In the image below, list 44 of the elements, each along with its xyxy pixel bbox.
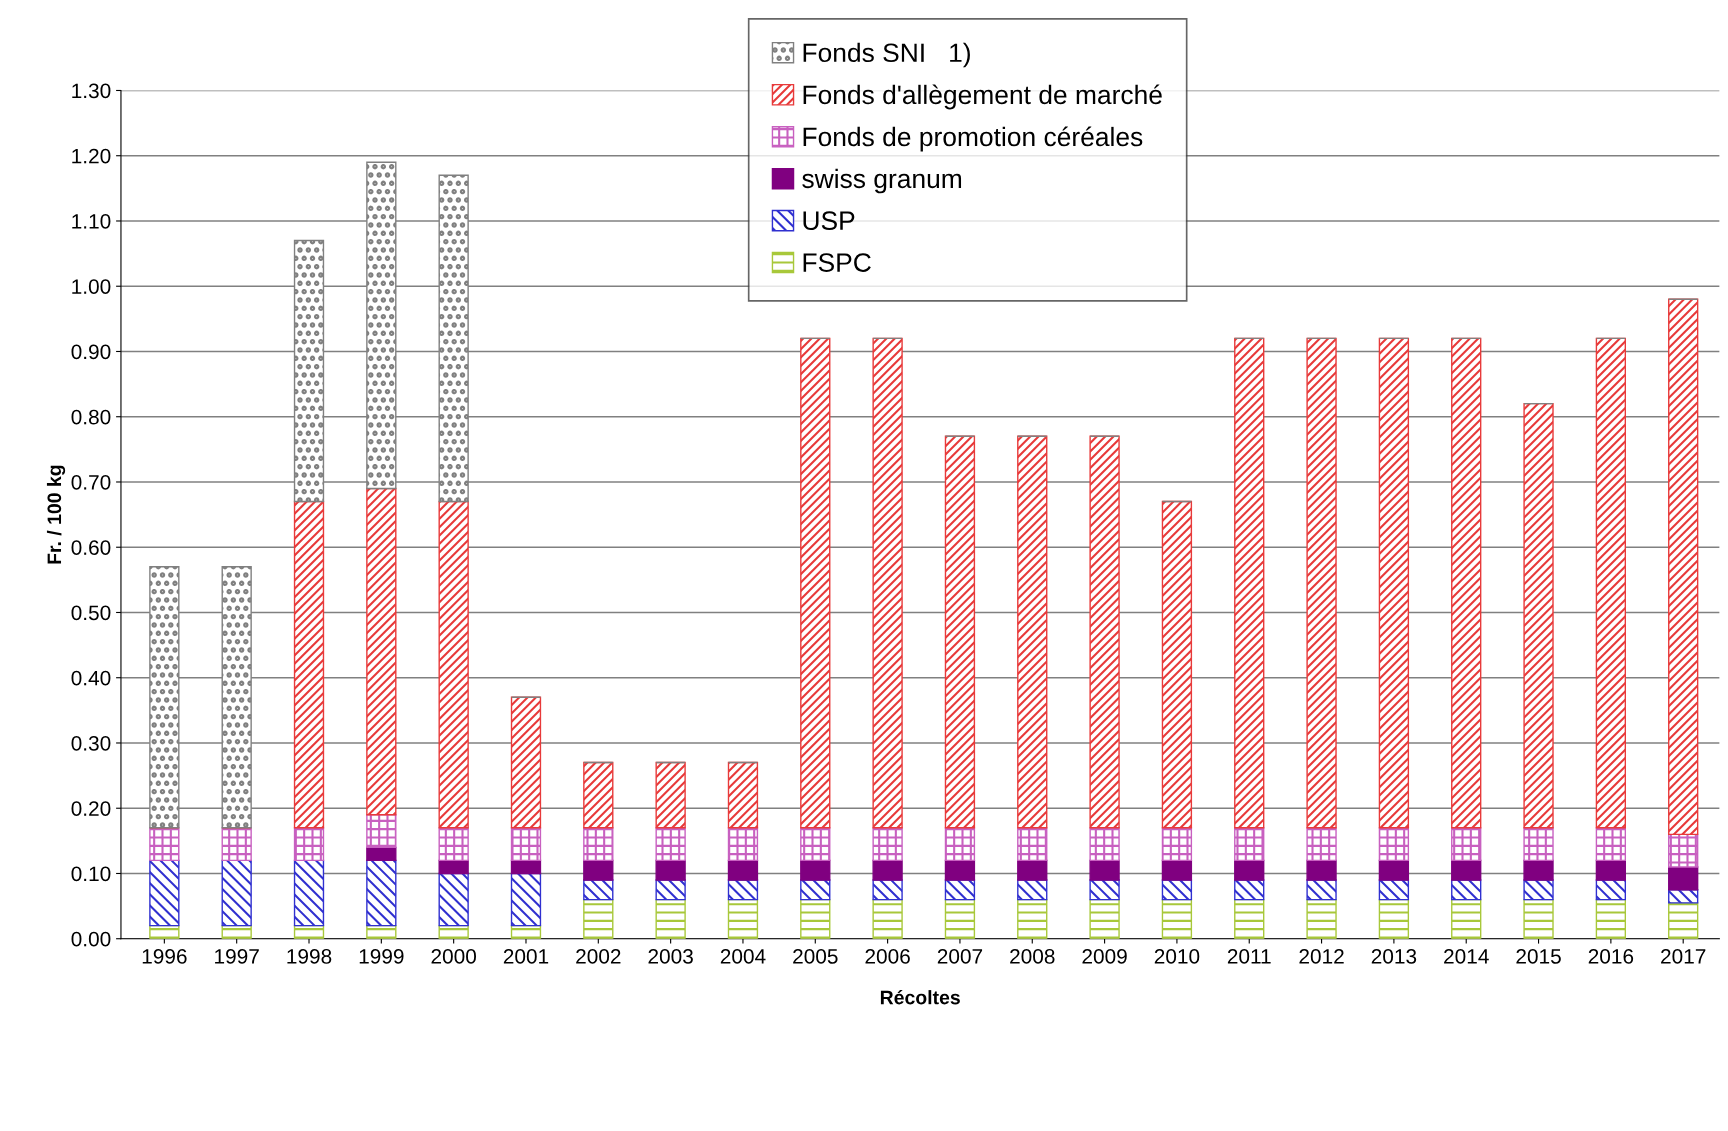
x-tick-label: 1998 [287,949,332,964]
y-tick-label: 0.60 [71,540,111,555]
x-tick-label: 2012 [1299,949,1344,964]
y-tick-label: 0.40 [71,670,111,686]
legend-label: Fonds de promotion céréales [803,126,1143,152]
x-tick-label: 2008 [1010,949,1055,964]
legend-label: Fonds d'allègement de marché [803,84,1162,110]
x-tick-label: 2005 [793,949,838,964]
x-tick-label: 1997 [215,949,259,964]
x-tick-label: 2001 [503,949,549,964]
x-axis-title: Récoltes [880,989,960,1005]
x-tick-label: 2007 [937,949,983,964]
y-tick-label: 1.10 [72,213,111,229]
x-tick-label: 2017 [1661,949,1706,964]
x-tick-label: 2000 [431,949,477,964]
x-tick-label: 2014 [1444,949,1489,964]
x-tick-label: 2009 [1082,949,1127,964]
legend-label: FSPC [803,253,871,272]
x-tick-label: 2013 [1371,949,1417,964]
x-tick-label: 1999 [359,949,404,964]
x-tick-label: 2016 [1588,949,1634,964]
x-tick-label: 2010 [1154,949,1200,964]
y-tick-label: 0.00 [71,931,111,947]
x-tick-label: 2011 [1227,949,1271,964]
y-tick-label: 0.20 [71,801,111,816]
y-tick-label: 1.30 [72,83,111,99]
legend-label: swiss granum [802,168,962,194]
x-tick-label: 2003 [648,949,693,964]
y-tick-label: 0.30 [71,735,111,751]
x-tick-label: 2004 [720,949,766,964]
y-tick-label: 0.70 [71,474,111,490]
legend-label: Fonds SNI 1) [803,42,970,68]
y-tick-label: 1.20 [72,148,111,164]
y-tick-label: 1.00 [72,279,111,294]
y-tick-label: 0.10 [71,866,111,882]
y-axis-title: Fr. / 100 kg [46,465,66,564]
y-tick-label: 0.90 [71,344,111,360]
legend-label: USP [803,211,855,231]
x-tick-label: 2002 [576,949,621,964]
x-tick-label: 1996 [142,949,187,964]
y-tick-label: 0.80 [71,409,111,425]
x-tick-label: 2015 [1516,949,1561,964]
x-tick-label: 2006 [865,949,910,964]
y-tick-label: 0.50 [71,605,111,621]
